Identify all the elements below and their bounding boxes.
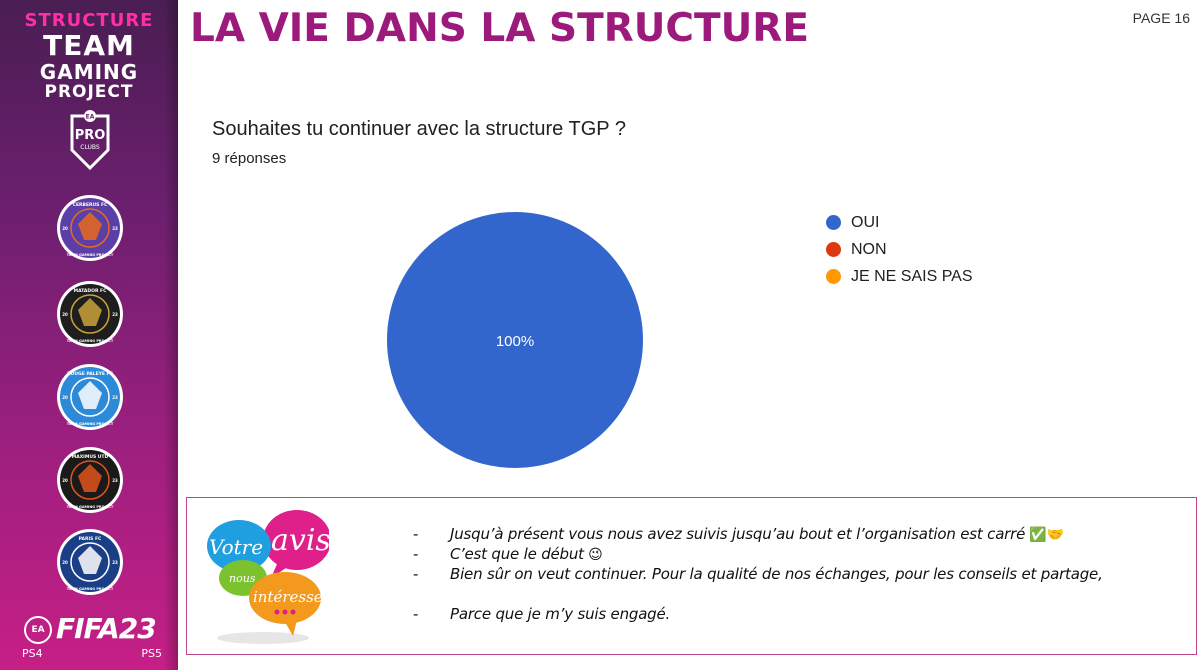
pro-clubs-text: PRO [75, 128, 106, 143]
club-name: MAXIMUS UTD [72, 454, 109, 460]
survey-question: Souhaites tu continuer avec la structure… [212, 118, 626, 140]
club-year-left: 20 [62, 478, 68, 483]
comment-text: Parce que je m’y suis engagé. [450, 605, 671, 623]
bullet-dash: - [413, 545, 419, 563]
pie-slice-oui [387, 212, 643, 468]
club-year-right: 23 [112, 478, 118, 483]
ea-sports-icon: EA [24, 616, 52, 644]
comment-text: C’est que le début [450, 545, 584, 563]
bullet-dash: - [413, 525, 419, 543]
legend-item: OUI [826, 209, 973, 236]
club-badge: ROUGE PALEYE FC 20 23 TEAM GAMING PROJECT [57, 364, 123, 430]
legend-item: NON [826, 236, 973, 263]
club-year-left: 20 [62, 560, 68, 565]
sidebar-shadow [164, 0, 178, 670]
pro-clubs-ea: EA [86, 114, 95, 121]
club-badge: PARIS FC 20 23 TEAM GAMING PROJECT [57, 529, 123, 595]
club-year-right: 23 [112, 226, 118, 231]
legend-swatch [826, 215, 841, 230]
nous-text: nous [229, 572, 256, 585]
club-badge: MATADOR FC 20 23 TEAM GAMING PROJECT [57, 281, 123, 347]
club-ring-text: TEAM GAMING PROJECT [67, 422, 114, 426]
brand-line-2: TEAM [43, 29, 135, 62]
comments-list: - Jusqu’à présent vous nous avez suivis j… [413, 524, 1103, 624]
pie-data-label: 100% [496, 333, 534, 350]
legend-item: JE NE SAIS PAS [826, 263, 973, 290]
legend-swatch [826, 269, 841, 284]
page-title: LA VIE DANS LA STRUCTURE [190, 6, 809, 51]
club-name: ROUGE PALEYE FC [67, 371, 114, 377]
bullet-dash: - [413, 565, 419, 583]
brand-line-3: GAMING [39, 60, 139, 84]
platforms: PS4 PS5 [22, 647, 162, 660]
comment-emoji: 😉 [583, 547, 603, 563]
club-name: PARIS FC [79, 536, 102, 542]
club-name: MATADOR FC [74, 288, 107, 294]
pro-clubs-sub: CLUBS [80, 144, 100, 151]
club-year-left: 20 [62, 312, 68, 317]
feedback-box: Votre avis nous intéresse - Jusqu’à prése… [186, 497, 1197, 655]
club-ring-text: TEAM GAMING PROJECT [67, 587, 114, 591]
pie-chart: 100% [387, 212, 643, 468]
comment-text: Jusqu’à présent vous nous avez suivis ju… [450, 525, 1026, 543]
club-year-left: 20 [62, 226, 68, 231]
club-year-left: 20 [62, 395, 68, 400]
comment-item: - Parce que je m’y suis engagé. [413, 604, 1103, 624]
avis-text: avis [271, 523, 329, 558]
legend-label: JE NE SAIS PAS [851, 267, 973, 285]
bullet-dash: - [413, 605, 419, 623]
chart-legend: OUI NON JE NE SAIS PAS [826, 209, 973, 290]
brand-logo: STRUCTURE TEAM GAMING PROJECT [22, 12, 156, 101]
brand-line-1: STRUCTURE [24, 10, 154, 31]
club-badge: CERBERUS FC 20 23 TEAM GAMING PROJECT [57, 195, 123, 261]
votre-text: Votre [209, 535, 263, 559]
brand-line-4: PROJECT [44, 82, 134, 102]
page-number: PAGE 16 [1132, 10, 1190, 26]
legend-swatch [826, 242, 841, 257]
comment-item: - C’est que le début 😉 [413, 544, 1103, 564]
club-badge: MAXIMUS UTD 20 23 TEAM GAMING PROJECT [57, 447, 123, 513]
sidebar: STRUCTURE TEAM GAMING PROJECT EA PRO CLU… [0, 0, 178, 670]
legend-label: OUI [851, 213, 880, 231]
comment-item: - Bien sûr on veut continuer. Pour la qua… [413, 564, 1103, 584]
interesse-text: intéresse [253, 588, 323, 606]
club-ring-text: TEAM GAMING PROJECT [67, 505, 114, 509]
comment-emoji: ✅🤝 [1025, 527, 1064, 543]
ps5-label: PS5 [141, 647, 162, 660]
club-name: CERBERUS FC [73, 202, 108, 208]
comment-item: - Jusqu’à présent vous nous avez suivis j… [413, 524, 1103, 544]
club-year-right: 23 [112, 395, 118, 400]
ps4-label: PS4 [22, 647, 43, 660]
votre-avis-nous-interesse-image: Votre avis nous intéresse [207, 510, 329, 644]
response-count: 9 réponses [212, 150, 287, 167]
pro-clubs-badge: EA PRO CLUBS [70, 110, 110, 171]
fifa-title: FIFA23 [56, 612, 157, 645]
club-ring-text: TEAM GAMING PROJECT [67, 253, 114, 257]
club-ring-text: TEAM GAMING PROJECT [67, 339, 114, 343]
fifa-logo: EA FIFA23 [24, 612, 157, 645]
club-year-right: 23 [112, 560, 118, 565]
club-year-right: 23 [112, 312, 118, 317]
comment-text: Bien sûr on veut continuer. Pour la qual… [450, 565, 1103, 583]
legend-label: NON [851, 240, 887, 258]
